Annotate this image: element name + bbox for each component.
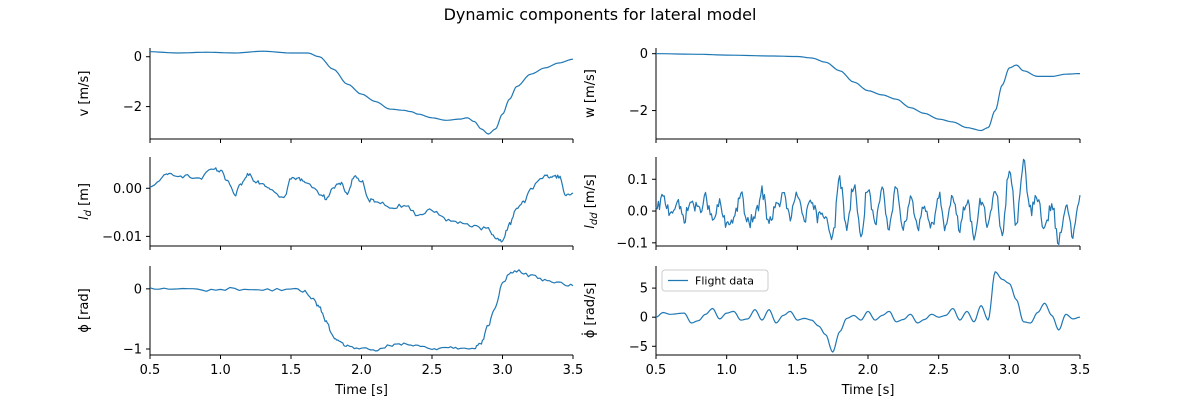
phidot-xtick-label: 2.0 <box>858 363 879 378</box>
phidot-ytick-label: −5 <box>629 340 648 355</box>
phi-xtick-label: 2.5 <box>422 363 443 378</box>
v-ytick-label: 0 <box>134 50 142 65</box>
v-series-line <box>149 50 574 135</box>
phidot-xtick-label: 0.5 <box>646 363 667 378</box>
phi-xtick-label: 0.5 <box>140 363 161 378</box>
phi-series-line <box>149 269 574 352</box>
figure-title: Dynamic components for lateral model <box>444 5 757 24</box>
phi-ylabel: ϕ [rad] <box>77 288 92 332</box>
v-ylabel: v [m/s] <box>77 71 92 117</box>
phidot-xtick-label: 1.0 <box>716 363 737 378</box>
v-ytick-label: −2 <box>123 100 142 115</box>
l_d-series-line <box>149 167 574 243</box>
phidot-xtick-label: 1.5 <box>787 363 808 378</box>
l_d-ytick-label: −0.01 <box>102 230 142 245</box>
subplot-l_d: 0.00 −0.01 ld [m] <box>77 157 574 250</box>
l_dd-ytick-label: 0.0 <box>627 205 648 220</box>
phi-ytick-label: 0 <box>134 282 142 297</box>
phidot-series-line <box>655 271 1081 353</box>
phi-xtick-label: 1.5 <box>281 363 302 378</box>
phi-xlabel: Time [s] <box>334 383 388 398</box>
phidot-xlabel: Time [s] <box>841 383 895 398</box>
l_d-ytick-label: 0.00 <box>113 182 142 197</box>
w-ylabel: w [m/s] <box>583 69 598 118</box>
l_dd-ytick-label: 0.1 <box>627 173 648 188</box>
w-ytick-label: −2 <box>629 104 648 119</box>
phi-xtick-label: 3.0 <box>492 363 513 378</box>
l_dd-ytick-label: −0.1 <box>616 236 648 251</box>
phidot-ytick-label: 0 <box>640 311 648 326</box>
l_dd-series-line <box>655 158 1081 246</box>
subplot-phi: 0 −1 0.5 1.0 1.5 2.0 2.5 3.0 3.5 Time [s] ϕ [rad] <box>77 266 583 398</box>
phidot-ytick-label: 5 <box>640 282 648 297</box>
phidot-xtick-label: 3.0 <box>999 363 1020 378</box>
subplot-w: 0 −2 w [m/s] <box>583 47 1081 143</box>
subplot-l_dd: 0.1 0.0 −0.1 ldd [m/s] <box>583 157 1081 251</box>
phidot-legend-label: Flight data <box>695 275 754 288</box>
w-ytick-label: 0 <box>640 47 648 62</box>
phi-xtick-label: 1.0 <box>210 363 231 378</box>
phidot-xtick-label: 2.5 <box>928 363 949 378</box>
phidot-legend <box>661 269 769 292</box>
phi-xtick-label: 2.0 <box>351 363 372 378</box>
phidot-xtick-label: 3.5 <box>1070 363 1091 378</box>
phi-ytick-label: −1 <box>123 342 142 357</box>
subplot-phidot: 5 0 −5 0.5 1.0 1.5 2.0 2.5 3.0 3.5 Time [s] ϕ̇ [rad… <box>582 266 1091 398</box>
phidot-ylabel: ϕ̇ [rad/s] <box>582 283 598 339</box>
phi-xtick-label: 3.5 <box>563 363 584 378</box>
l_d-ylabel: ld [m] <box>77 183 94 220</box>
subplot-v: 0 −2 v [m/s] <box>77 48 574 143</box>
w-series-line <box>656 53 1080 132</box>
l_dd-ylabel: ldd [m/s] <box>583 174 600 228</box>
